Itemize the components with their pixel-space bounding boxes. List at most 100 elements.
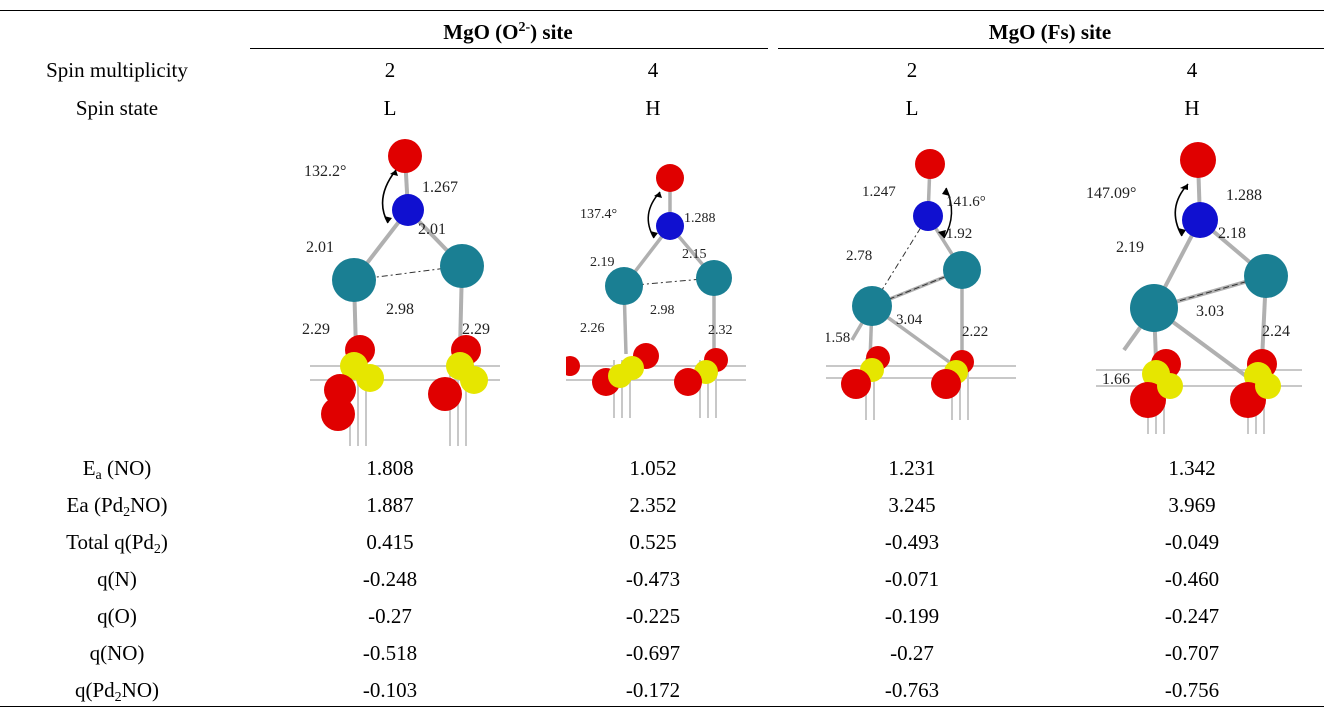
surface-o-atom [674,368,702,396]
row-label-q-n: q(N) [97,567,137,591]
surface-o-atom [566,356,580,376]
row-label-ea-pd2no: Ea (Pd2NO) [66,493,168,520]
pd-atom [605,267,643,305]
o-atom [1180,142,1216,178]
cell-spin-state-4: H [1184,96,1200,120]
pd-surf-right-label: 2.24 [1262,323,1290,340]
row-label-q-no: q(NO) [89,641,145,665]
pd-n-left-label: 2.01 [306,239,334,256]
pd-atom [440,244,484,288]
bottom-rule [0,706,1324,707]
no-bond-label: 1.288 [1226,187,1262,204]
o-atom [388,139,422,173]
group-header-fs-site: MgO (Fs) site [988,20,1112,44]
group-rule-left [250,48,768,49]
cell-q-o-3: -0.199 [884,604,940,628]
surface-mg-atom [608,364,632,388]
pd-n-right-label: 2.01 [418,221,446,238]
n-atom [1182,202,1218,238]
pd-n-left-label: 2.19 [1116,239,1144,256]
surface-o-atom [321,397,355,431]
angle-label: 132.2° [304,163,346,180]
surface-o-atom [1130,382,1166,418]
surface-o-atom [428,377,462,411]
cell-q-no-2: -0.697 [625,641,681,665]
pd-pd-label: 2.98 [650,303,675,318]
pd-surf-left-label: 1.66 [1102,371,1130,388]
row-label-spin-multiplicity: Spin multiplicity [46,58,188,82]
pd-surf-left-label: 2.26 [580,321,605,336]
cell-ea-pd2no-4: 3.969 [1168,493,1216,517]
cell-ea-pd2no-2: 2.352 [629,493,677,517]
row-label-q-o: q(O) [97,604,137,628]
surface-o-atom [931,369,961,399]
pd-atom [1244,254,1288,298]
no-bond-label: 1.267 [422,179,458,196]
structure-2: 137.4° 1.288 2.19 2.15 2.98 2.26 2.32 [566,164,746,418]
cell-spin-state-3: L [905,96,919,120]
row-label-q-pd2no: q(Pd2NO) [74,678,160,705]
pd-surf-left-label: 2.29 [302,321,330,338]
cell-q-pd2no-4: -0.756 [1164,678,1220,702]
surface-o-atom [324,374,356,406]
cell-q-o-2: -0.225 [625,604,681,628]
cell-spin-state-2: H [645,96,661,120]
cell-q-no-4: -0.707 [1164,641,1220,665]
no-bond-label: 1.247 [862,184,896,200]
row-label-total-q-pd2: Total q(Pd2) [66,530,168,557]
o-atom [656,164,684,192]
pd-pd-label: 3.03 [1196,303,1224,320]
cell-q-o-4: -0.247 [1164,604,1220,628]
pd-n-left-label: 2.19 [590,255,615,270]
cell-q-no-3: -0.27 [890,641,934,665]
structure-3: 1.247 141.6° 1.92 2.78 3.04 1.58 2.22 [826,149,1016,420]
cell-ea-pd2no-3: 3.245 [888,493,936,517]
o-atom [915,149,945,179]
pd-n-left-label: 2.78 [846,248,872,264]
pd-surf-left-label: 1.58 [826,330,850,346]
cell-spin-state-1: L [383,96,397,120]
cell-ea-pd2no-1: 1.887 [366,493,414,517]
cell-q-no-1: -0.518 [362,641,418,665]
pd-n-right-label: 2.18 [1218,225,1246,242]
cell-spin-multiplicity-3: 2 [906,58,918,82]
group-header-o2-site: MgO (O2-) site [443,20,573,44]
cell-q-n-3: -0.071 [884,567,940,591]
cell-total-q-pd2-1: 0.415 [366,530,414,554]
cell-q-pd2no-2: -0.172 [625,678,681,702]
structure-1: 132.2° 1.267 2.01 2.01 2.98 2.29 2.29 [302,139,500,446]
pd-atom [1130,284,1178,332]
cell-total-q-pd2-3: -0.493 [884,530,940,554]
pd-n-right-label: 2.15 [682,247,707,262]
angle-label: 147.09° [1086,185,1136,202]
cell-ea-no-3: 1.231 [888,456,936,480]
row-label-ea-no: Ea (NO) [82,456,152,483]
pd-atom [852,286,892,326]
surface-o-atom [841,369,871,399]
top-rule [0,10,1324,11]
cell-total-q-pd2-2: 0.525 [629,530,677,554]
row-label-spin-state: Spin state [75,96,159,120]
n-atom [913,201,943,231]
pd-atom [696,260,732,296]
cell-q-pd2no-1: -0.103 [362,678,418,702]
pd-surf-right-label: 2.22 [962,324,988,340]
surface-mg-atom [460,366,488,394]
cell-q-o-1: -0.27 [368,604,412,628]
pd-n-right-label: 1.92 [946,226,972,242]
structure-4: 147.09° 1.288 2.19 2.18 3.03 1.66 2.24 [1086,142,1302,434]
pd-pd-label: 3.04 [896,312,923,328]
n-atom [392,194,424,226]
cell-ea-no-2: 1.052 [629,456,677,480]
cell-ea-no-1: 1.808 [366,456,414,480]
angle-label: 137.4° [580,207,617,222]
cell-spin-multiplicity-1: 2 [384,58,396,82]
angle-label: 141.6° [946,194,986,210]
pd-surf-right-label: 2.29 [462,321,490,338]
cell-q-n-2: -0.473 [625,567,681,591]
cell-q-n-1: -0.248 [362,567,418,591]
surface-mg-atom [356,364,384,392]
cell-spin-multiplicity-4: 4 [1186,58,1198,82]
n-atom [656,212,684,240]
cell-total-q-pd2-4: -0.049 [1164,530,1220,554]
